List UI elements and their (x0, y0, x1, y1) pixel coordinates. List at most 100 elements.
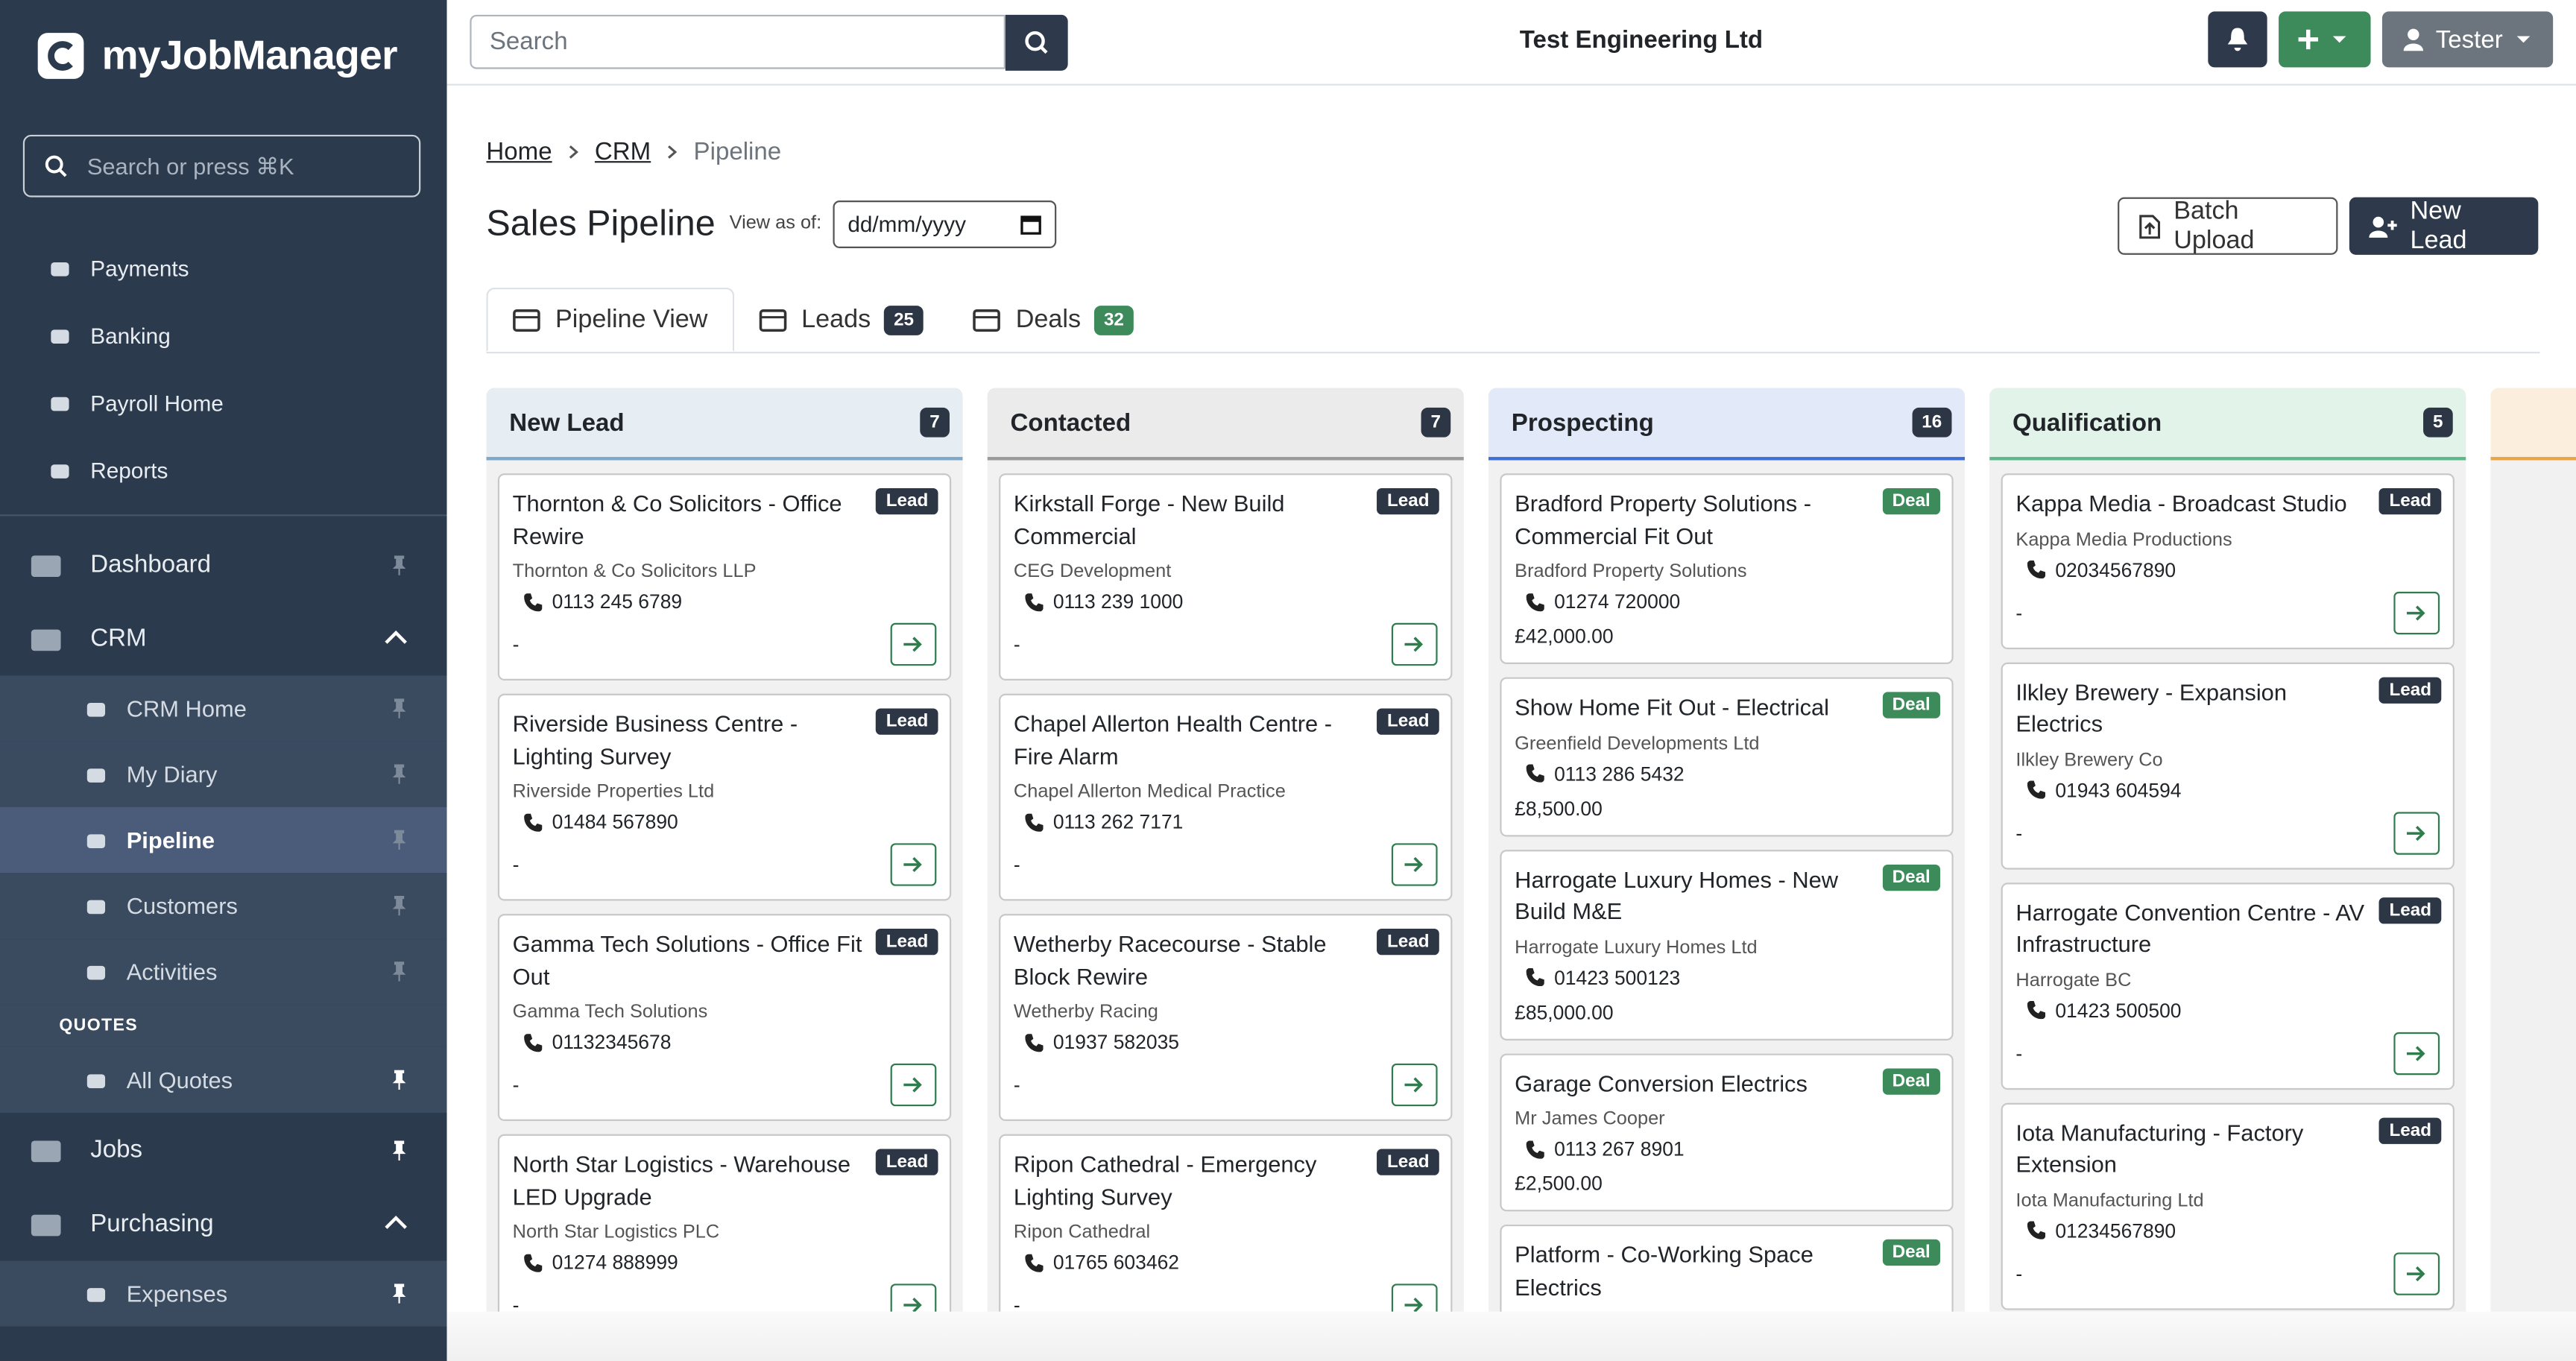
header-search[interactable]: Search (470, 14, 1006, 69)
nav-item[interactable]: Payroll Home (0, 370, 447, 438)
notifications-button[interactable] (2208, 11, 2267, 68)
nav-item[interactable]: Activities (0, 938, 447, 1005)
card-company: Chapel Allerton Medical Practice (1013, 782, 1286, 803)
column-name: Qualification (2012, 408, 2162, 437)
pipeline-card[interactable]: Garage Conversion Electrics Deal Mr James … (1500, 1052, 1954, 1212)
card-title: Platform - Co-Working Space Electrics (1515, 1241, 1813, 1300)
card-footer-value: - (2015, 821, 2023, 844)
open-card-button[interactable] (890, 843, 937, 886)
column-body: Thornton & Co Solicitors - Office Rewire… (486, 460, 962, 1312)
open-card-button[interactable] (2393, 590, 2440, 634)
card-phone: 01234567890 (2015, 1219, 2440, 1242)
open-card-button[interactable] (1391, 1283, 1438, 1312)
nav-item[interactable]: Dashboard (0, 527, 447, 602)
card-company: Riverside Properties Ltd (512, 782, 715, 803)
pipeline-card[interactable]: Harrogate Luxury Homes - New Build M&E De… (1500, 849, 1954, 1040)
open-card-button[interactable] (2393, 811, 2440, 854)
pipeline-card[interactable]: Chapel Allerton Health Centre - Fire Ala… (999, 693, 1453, 901)
nav-item[interactable]: Reports (0, 437, 447, 505)
pipeline-card[interactable]: Bradford Property Solutions - Commercial… (1500, 473, 1954, 664)
breadcrumb-item[interactable]: Home (486, 138, 552, 166)
pipeline-card[interactable]: Riverside Business Centre - Lighting Sur… (497, 693, 952, 901)
nav-item[interactable]: Payments (0, 235, 447, 303)
pipeline-card[interactable]: Show Home Fit Out - Electrical Deal Greenf… (1500, 677, 1954, 836)
open-card-button[interactable] (2393, 1251, 2440, 1295)
tab[interactable]: Leads 25 (734, 288, 949, 352)
card-phone: 0113 262 7171 (1014, 810, 1438, 833)
phone-icon (1526, 764, 1544, 783)
card-title: Harrogate Convention Centre - AV Infrast… (2015, 898, 2365, 957)
card-badge: Lead (1377, 487, 1439, 515)
bell-icon (2227, 28, 2248, 51)
card-footer: - (513, 1063, 937, 1107)
date-input[interactable]: dd/mm/yyyy (833, 200, 1057, 249)
bottom-edge (446, 1311, 2576, 1361)
batch-upload-button[interactable]: Batch Upload (2118, 196, 2338, 255)
card-footer: - (512, 843, 937, 886)
tab-count: 25 (883, 305, 924, 335)
breadcrumb-item[interactable]: CRM (594, 138, 651, 166)
arrow-icon (2407, 1045, 2425, 1061)
batch-upload-label: Batch Upload (2174, 196, 2255, 254)
nav-item[interactable]: Expenses (0, 1260, 447, 1327)
pipeline-card[interactable]: Wetherby Racecourse - Stable Block Rewir… (999, 914, 1453, 1122)
pipeline-card[interactable]: Kappa Media - Broadcast Studio Lead Kappa … (2001, 473, 2455, 648)
pipeline-card[interactable]: Kirkstall Forge - New Build Commercial Le… (999, 473, 1453, 680)
tab-label: Leads (801, 305, 871, 333)
pipeline-card[interactable]: Ilkley Brewery - Expansion Electrics Lead… (2001, 661, 2455, 869)
nav-icon (31, 628, 61, 651)
open-card-button[interactable] (890, 1063, 937, 1107)
open-card-button[interactable] (890, 622, 937, 666)
pipeline-card[interactable]: Harrogate Convention Centre - AV Infrast… (2001, 882, 2455, 1090)
column-count: 7 (920, 407, 950, 438)
search-button[interactable] (1005, 14, 1068, 71)
open-card-button[interactable] (2393, 1031, 2440, 1075)
column-name: Prospecting (1511, 408, 1654, 437)
nav-icon (31, 1140, 61, 1162)
logo[interactable]: myJobManager (36, 31, 398, 80)
pipeline-card[interactable]: Iota Manufacturing - Factory Extension Le… (2001, 1102, 2455, 1310)
nav-item[interactable]: CRM Home (0, 675, 447, 742)
open-card-button[interactable] (1391, 1063, 1438, 1107)
pipeline-card[interactable]: Platform - Co-Working Space Electrics Dea… (1500, 1224, 1954, 1312)
card-footer-value: - (512, 1293, 520, 1312)
card-badge: Lead (1377, 928, 1439, 956)
nav-icon (86, 833, 106, 847)
nav-label: Payments (90, 256, 189, 282)
nav-item[interactable]: My Diary (0, 741, 447, 807)
nav-item[interactable]: Purchasing (0, 1187, 447, 1261)
card-phone-number: 01274 888999 (552, 1251, 678, 1275)
nav-item: QUOTES (0, 1004, 447, 1047)
add-button[interactable] (2279, 11, 2371, 68)
open-card-button[interactable] (1391, 622, 1438, 666)
pipeline-card[interactable]: North Star Logistics - Warehouse LED Upg… (497, 1134, 952, 1312)
card-company: CEG Development (1013, 562, 1172, 582)
arrow-icon (1404, 1077, 1424, 1093)
new-lead-button[interactable]: New Lead (2349, 197, 2539, 255)
nav-item[interactable]: Customers (0, 873, 447, 939)
pipeline-card[interactable]: Ripon Cathedral - Emergency Lighting Sur… (999, 1134, 1453, 1312)
card-footer-value: - (512, 853, 520, 877)
sidebar-search[interactable]: Search or press ⌘K (22, 134, 421, 198)
logo-text: myJobManager (101, 32, 398, 78)
open-card-button[interactable] (1391, 843, 1438, 886)
open-card-button[interactable] (890, 1283, 937, 1312)
card-phone-number: 02034567890 (2055, 558, 2176, 581)
user-menu[interactable]: Tester (2381, 11, 2554, 68)
nav-item[interactable]: Jobs (0, 1112, 447, 1187)
nav-item[interactable]: Banking (0, 302, 447, 370)
nav-item[interactable]: CRM (0, 601, 447, 676)
nav-item[interactable]: Pipeline (0, 806, 447, 874)
tab[interactable]: Pipeline View (486, 287, 734, 352)
nav-item[interactable]: All Quotes (0, 1046, 447, 1113)
phone-icon (524, 593, 543, 611)
main-content: Home CRM Pipeline Sales Pipeline View as o… (486, 83, 2576, 1361)
sidebar-search-placeholder: Search or press ⌘K (86, 151, 294, 179)
card-footer: - (1014, 1283, 1438, 1312)
tab[interactable]: Deals 32 (948, 288, 1158, 352)
phone-icon (1025, 593, 1044, 611)
pipeline-card[interactable]: Gamma Tech Solutions - Office Fit Out Lea… (497, 914, 952, 1122)
card-title: Ripon Cathedral - Emergency Lighting Sur… (1013, 1150, 1317, 1209)
pipeline-card[interactable]: Thornton & Co Solicitors - Office Rewire… (497, 473, 952, 680)
